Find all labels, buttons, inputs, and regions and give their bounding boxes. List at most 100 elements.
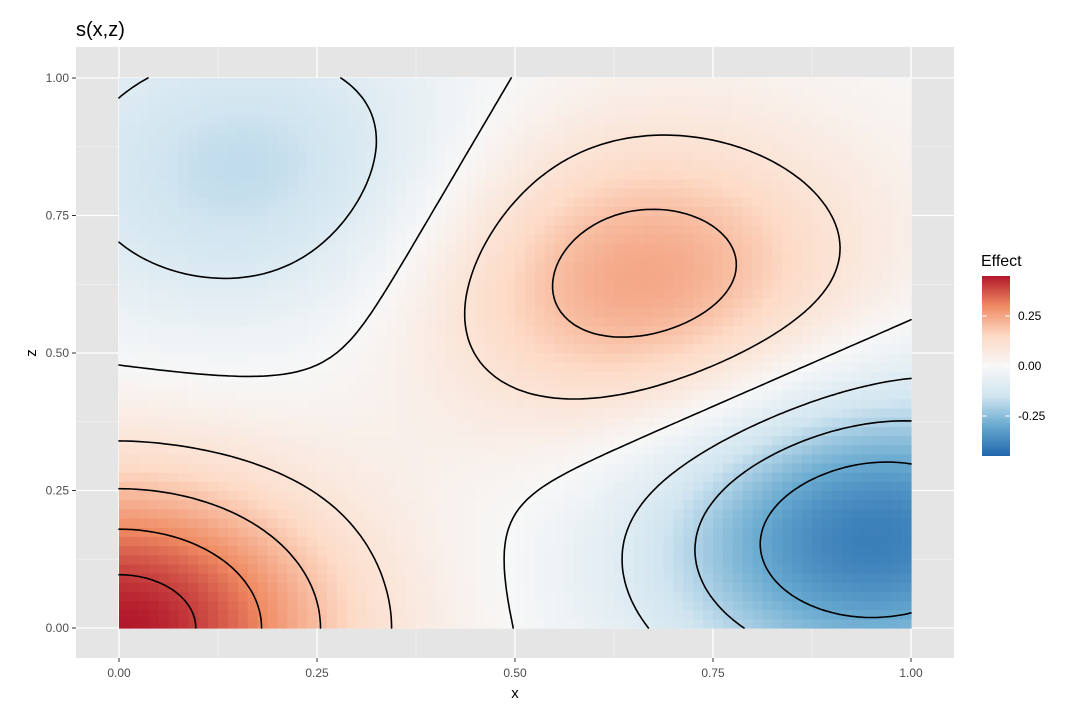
heatmap-tile: [515, 133, 526, 143]
heatmap-tile: [435, 279, 447, 290]
heatmap-tile: [614, 582, 625, 592]
heatmap-tile: [455, 224, 467, 235]
heatmap-tile: [277, 527, 288, 537]
heatmap-tile: [445, 481, 457, 492]
heatmap-tile: [821, 508, 833, 519]
heatmap-tile: [376, 325, 387, 336]
heatmap-tile: [891, 270, 902, 281]
heatmap-tile: [693, 582, 704, 592]
heatmap-tile: [633, 142, 645, 152]
heatmap-tile: [574, 518, 585, 528]
heatmap-tile: [633, 508, 645, 519]
heatmap-tile: [534, 261, 546, 272]
heatmap-tile: [386, 178, 397, 189]
heatmap-tile: [435, 527, 447, 537]
heatmap-tile: [297, 554, 308, 565]
heatmap-tile: [584, 160, 595, 171]
heatmap-tile: [564, 591, 575, 602]
heatmap-tile: [683, 453, 694, 464]
heatmap-tile: [406, 252, 417, 262]
heatmap-tile: [406, 270, 417, 281]
heatmap-tile: [742, 453, 754, 464]
heatmap-tile: [178, 408, 189, 418]
heatmap-tile: [812, 87, 823, 97]
heatmap-tile: [614, 362, 625, 372]
heatmap-tile: [891, 408, 902, 418]
heatmap-tile: [782, 371, 793, 382]
heatmap-tile: [732, 96, 744, 107]
heatmap-tile: [623, 490, 635, 501]
heatmap-tile: [831, 123, 843, 134]
heatmap-tile: [732, 123, 744, 134]
heatmap-tile: [317, 398, 328, 409]
heatmap-tile: [762, 463, 773, 473]
heatmap-tile: [742, 371, 754, 382]
heatmap-tile: [317, 215, 328, 226]
heatmap-tile: [475, 178, 486, 189]
heatmap-tile: [455, 499, 467, 510]
heatmap-tile: [128, 545, 140, 556]
heatmap-tile: [713, 618, 724, 629]
heatmap-tile: [198, 472, 209, 482]
heatmap-tile: [643, 133, 655, 143]
heatmap-tile: [703, 114, 714, 125]
heatmap-tile: [851, 334, 863, 345]
contour-line: [759, 461, 912, 619]
heatmap-tile: [336, 215, 348, 226]
heatmap-tile: [802, 334, 813, 345]
heatmap-tile: [792, 435, 803, 446]
heatmap-tile: [841, 453, 853, 464]
heatmap-tile: [416, 353, 427, 363]
heatmap-tile: [614, 243, 625, 253]
heatmap-tile: [425, 463, 437, 473]
heatmap-tile: [891, 444, 902, 455]
heatmap-tile: [554, 105, 566, 116]
heatmap-tile: [851, 243, 863, 253]
heatmap-tile: [416, 169, 427, 180]
heatmap-tile: [128, 435, 140, 446]
heatmap-tile: [297, 417, 308, 427]
heatmap-tile: [722, 582, 734, 592]
heatmap-tile: [594, 481, 605, 492]
heatmap-tile: [584, 472, 595, 482]
heatmap-tile: [198, 389, 209, 400]
heatmap-tile: [861, 298, 872, 308]
heatmap-tile: [524, 334, 536, 345]
heatmap-tile: [485, 105, 496, 116]
heatmap-tile: [475, 444, 486, 455]
heatmap-tile: [534, 536, 546, 547]
heatmap-tile: [366, 316, 377, 327]
heatmap-tile: [505, 362, 516, 372]
heatmap-tile: [515, 380, 526, 391]
heatmap-tile: [495, 591, 506, 602]
heatmap-tile: [297, 261, 308, 272]
heatmap-tile: [435, 307, 447, 317]
heatmap-tile: [663, 453, 674, 464]
heatmap-tile: [317, 463, 328, 473]
heatmap-tile: [267, 499, 278, 510]
heatmap-tile: [425, 316, 437, 327]
heatmap-tile: [673, 481, 684, 492]
heatmap-tile: [534, 243, 546, 253]
heatmap-tile: [356, 371, 368, 382]
heatmap-tile: [257, 243, 269, 253]
heatmap-tile: [178, 298, 189, 308]
heatmap-tile: [237, 499, 249, 510]
heatmap-tile: [683, 408, 694, 418]
heatmap-tile: [891, 426, 902, 437]
heatmap-tile: [663, 545, 674, 556]
heatmap-tile: [584, 114, 595, 125]
heatmap-tile: [297, 78, 308, 88]
heatmap-tile: [673, 435, 684, 446]
heatmap-tile: [792, 307, 803, 317]
heatmap-tile: [722, 270, 734, 281]
heatmap-tile: [396, 151, 407, 162]
heatmap-tile: [683, 490, 694, 501]
heatmap-tile: [713, 87, 724, 97]
heatmap-tile: [267, 426, 278, 437]
heatmap-tile: [277, 371, 288, 382]
heatmap-tile: [831, 582, 843, 592]
heatmap-tile: [614, 114, 625, 125]
heatmap-tile: [534, 353, 546, 363]
heatmap-tile: [198, 96, 209, 107]
